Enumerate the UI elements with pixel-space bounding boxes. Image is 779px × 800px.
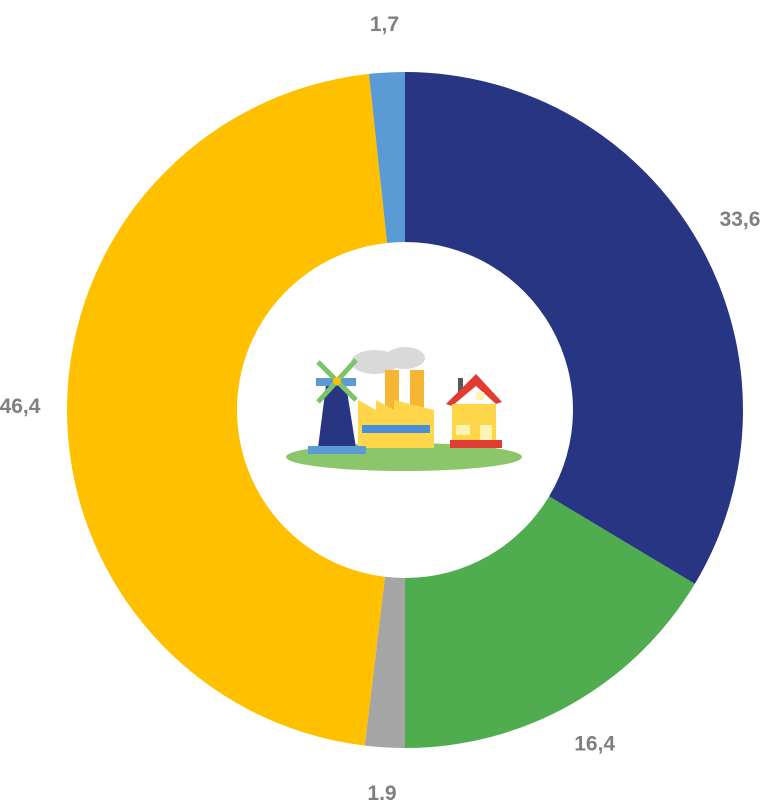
labels: 33,6 16,4 1,9 46,4 1,7: [0, 13, 760, 800]
slice: [405, 72, 744, 584]
slice: [405, 496, 695, 748]
data-label: 1,9: [367, 782, 396, 800]
data-label: 33,6: [720, 208, 761, 231]
center-icon: [286, 347, 522, 471]
slices: [66, 72, 744, 748]
slice: [368, 72, 405, 243]
data-label: 1,7: [370, 13, 399, 36]
data-label: 46,4: [0, 395, 41, 418]
slice: [364, 576, 405, 748]
slice: [66, 73, 388, 746]
data-label: 16,4: [574, 733, 615, 756]
